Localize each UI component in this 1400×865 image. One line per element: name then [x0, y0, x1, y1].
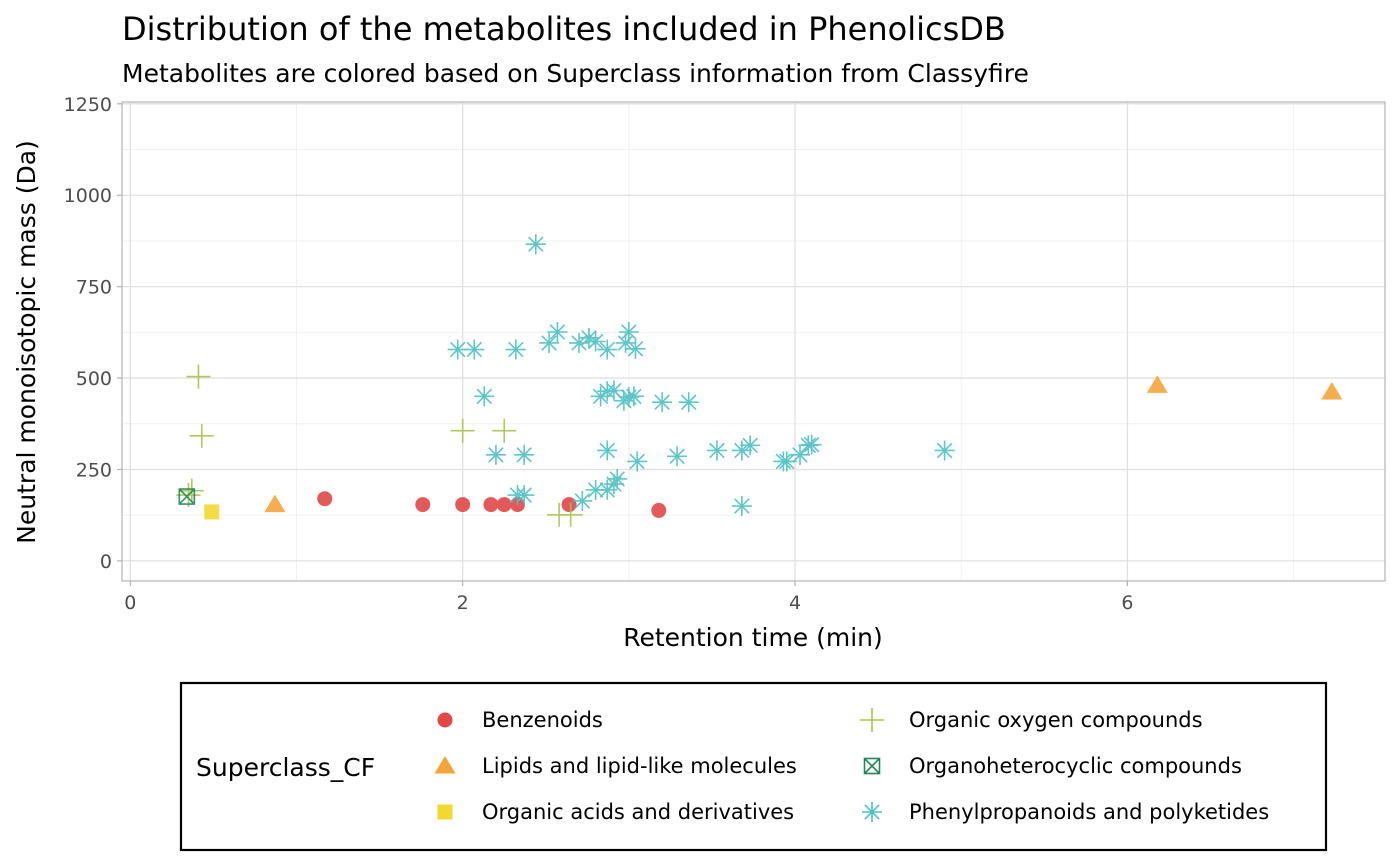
legend-box: [179, 681, 1328, 852]
data-point: [464, 339, 485, 360]
y-tick-label: 750: [76, 277, 112, 299]
data-point: [627, 451, 648, 472]
data-point: [572, 490, 593, 511]
series-5: [447, 234, 955, 517]
series-3: [176, 364, 583, 527]
legend-key: [862, 802, 882, 822]
data-point: [801, 434, 822, 455]
data-point: [607, 468, 628, 489]
data-point: [474, 386, 495, 407]
data-point: [189, 423, 214, 448]
legend-label: Organic oxygen compounds: [909, 708, 1203, 732]
data-point: [618, 321, 639, 342]
plot-panel-border: [121, 101, 1386, 582]
data-point: [447, 339, 468, 360]
y-tick-label: 1250: [64, 94, 112, 116]
data-point: [561, 497, 577, 513]
legend-label: Benzenoids: [482, 708, 603, 732]
data-point: [740, 435, 761, 456]
data-point: [264, 494, 286, 513]
data-point: [178, 488, 196, 505]
legend-item: Lipids and lipid-like molecules: [434, 754, 797, 778]
data-point: [934, 440, 955, 461]
data-point: [603, 380, 624, 401]
y-tick-label: 500: [76, 368, 112, 390]
data-point: [1321, 381, 1343, 400]
legend-label: Organoheterocyclic compounds: [909, 754, 1242, 778]
data-point: [597, 339, 618, 360]
data-point: [776, 451, 797, 472]
data-point: [317, 491, 333, 507]
data-point: [667, 446, 688, 467]
legend-label: Organic acids and derivatives: [482, 800, 794, 824]
y-axis-title: Neutral monoisotopic mass (Da): [12, 140, 41, 544]
data-point: [415, 497, 431, 513]
data-point: [623, 386, 644, 407]
chart-subtitle: Metabolites are colored based on Supercl…: [122, 59, 1029, 88]
x-axis-title: Retention time (min): [623, 623, 883, 652]
data-point: [651, 502, 667, 518]
x-tick-label: 6: [1121, 592, 1133, 614]
legend: Superclass_CF Benzenoids Lipids and lipid…: [179, 681, 1328, 852]
series-1: [264, 375, 1343, 513]
data-point: [790, 444, 811, 465]
legend-key: [860, 708, 884, 732]
y-tick-label: 250: [76, 459, 112, 481]
data-point: [1146, 375, 1168, 393]
legend-item: Phenylpropanoids and polyketides: [862, 800, 1269, 824]
data-point: [625, 338, 646, 359]
data-point: [678, 392, 699, 413]
data-points: [176, 234, 1343, 527]
series-0: [317, 491, 667, 518]
legend-item: Organoheterocyclic compounds: [863, 754, 1242, 778]
legend-item: Benzenoids: [437, 708, 603, 732]
data-point: [525, 234, 546, 255]
series-4: [178, 488, 196, 505]
data-point: [204, 504, 220, 520]
x-tick-label: 0: [124, 592, 136, 614]
data-point: [186, 364, 211, 389]
chart-title: Distribution of the metabolites included…: [122, 10, 1006, 48]
data-point: [496, 497, 512, 513]
y-tick-label: 0: [100, 551, 112, 573]
data-point: [706, 440, 727, 461]
x-tick-label: 4: [789, 592, 801, 614]
data-point: [539, 332, 560, 353]
legend-label: Phenylpropanoids and polyketides: [909, 800, 1269, 824]
data-point: [652, 392, 673, 413]
data-point: [483, 497, 499, 513]
data-point: [597, 440, 618, 461]
legend-key: [437, 804, 453, 820]
data-point: [514, 444, 535, 465]
legend-key: [437, 712, 453, 728]
data-point: [547, 321, 568, 342]
data-point: [603, 474, 624, 495]
data-point: [450, 418, 475, 443]
data-point: [731, 496, 752, 517]
data-point: [558, 502, 583, 527]
legend-items: Benzenoids Lipids and lipid-like molecule…: [434, 708, 1269, 824]
y-tick-label: 1000: [64, 185, 112, 207]
x-tick-label: 2: [457, 592, 469, 614]
data-point: [585, 331, 606, 352]
data-point: [455, 497, 471, 513]
data-point: [485, 444, 506, 465]
legend-key: [434, 756, 456, 774]
data-point: [492, 418, 517, 443]
grid: [122, 102, 1385, 581]
legend-item: Organic oxygen compounds: [860, 708, 1203, 732]
legend-label: Lipids and lipid-like molecules: [482, 754, 797, 778]
legend-item: Organic acids and derivatives: [437, 800, 794, 824]
legend-key: [863, 757, 881, 775]
series-2: [204, 504, 220, 520]
data-point: [505, 339, 526, 360]
axis-ticks: 0 2 4 6 0 250 500 750 1000 1250: [64, 94, 1134, 614]
legend-title: Superclass_CF: [196, 753, 375, 782]
data-point: [514, 485, 535, 506]
